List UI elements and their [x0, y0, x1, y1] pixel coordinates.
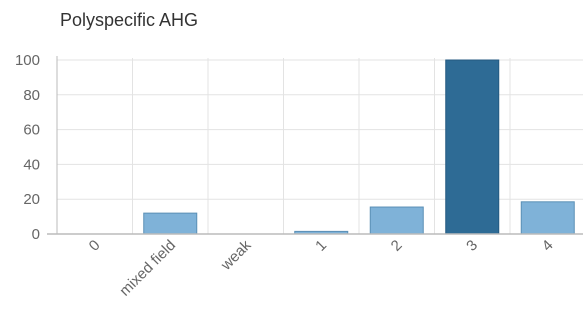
- x-tick-label: 2: [388, 237, 406, 255]
- y-tick-label: 0: [32, 226, 40, 243]
- y-tick-label: 60: [23, 122, 40, 139]
- y-tick-label: 80: [23, 87, 40, 104]
- axes: [47, 56, 583, 235]
- y-tick-label: 100: [15, 52, 40, 69]
- grid-lines: [57, 58, 583, 234]
- bar-3: [445, 59, 500, 235]
- bar-4: [520, 201, 575, 235]
- y-tick-labels: 0 20 40 60 80 100: [15, 52, 40, 243]
- y-tick-label: 40: [23, 156, 40, 173]
- y-tick-label: 20: [23, 191, 40, 208]
- bar-mixed-field: [143, 212, 198, 235]
- x-tick-label: 3: [463, 237, 481, 255]
- chart-title: Polyspecific AHG: [60, 10, 199, 30]
- x-tick-labels: 0 mixed field weak 1 2 3 4: [86, 236, 557, 299]
- bars: [143, 59, 575, 235]
- bar-2: [369, 206, 424, 235]
- x-tick-label: weak: [217, 236, 255, 274]
- x-tick-label: mixed field: [116, 237, 179, 300]
- x-tick-label: 1: [312, 237, 330, 255]
- x-tick-label: 4: [539, 237, 557, 255]
- x-tick-label: 0: [86, 237, 104, 255]
